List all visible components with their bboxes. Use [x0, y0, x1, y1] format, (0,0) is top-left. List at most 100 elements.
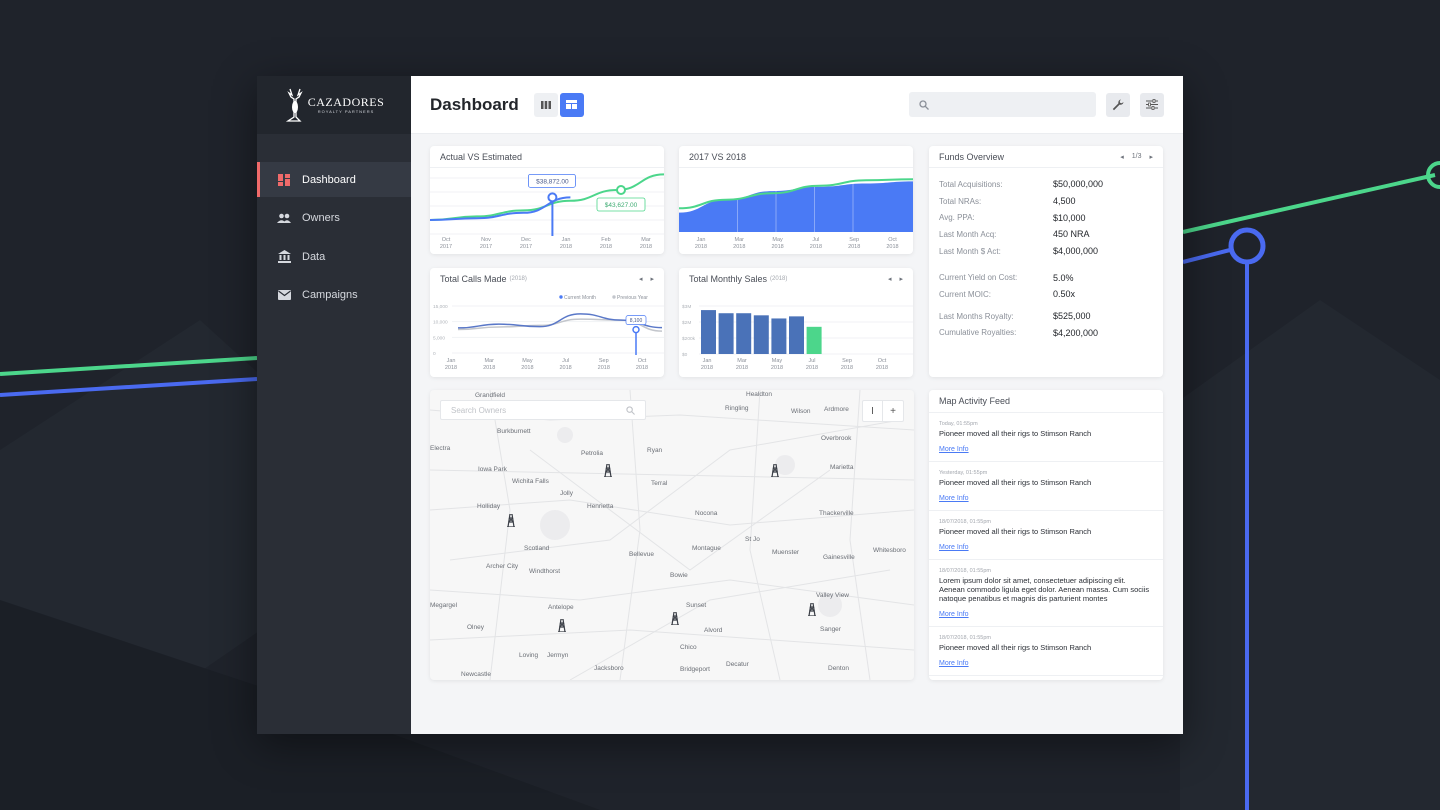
card-title: Actual VS Estimated [430, 146, 664, 168]
map-lake [818, 593, 842, 617]
x-tick-label: 2017 [440, 244, 452, 250]
more-info-link[interactable]: More Info [939, 611, 969, 618]
map-city-label: Newcastle [461, 671, 491, 678]
map-city-label: Bellevue [629, 551, 654, 558]
card-title: Map Activity Feed [929, 390, 1163, 413]
owner-search-field[interactable]: Search Owners [440, 400, 646, 420]
search-input[interactable] [935, 99, 1085, 110]
x-tick-label: May [772, 237, 783, 243]
funds-label: Total NRAs: [939, 196, 982, 206]
x-tick-label: 2018 [886, 244, 898, 250]
x-tick-label: Oct [442, 237, 451, 243]
actual-tooltip-text: $38,872.00 [536, 178, 569, 185]
sidebar-item-campaigns[interactable]: Campaigns [257, 278, 411, 313]
logo: CAZADORES ROYALTY PARTNERS [257, 76, 411, 134]
funds-value: $50,000,000 [1053, 179, 1104, 190]
sidebar-item-label: Dashboard [302, 173, 356, 186]
funds-row: Last Month $ Act: $4,000,000 [929, 243, 1163, 260]
zoom-in-button[interactable]: + [890, 405, 896, 417]
oil-rig-icon[interactable] [557, 618, 567, 635]
feed-item: 18/07/2018, 01:55pm Pioneer moved all th… [929, 511, 1163, 560]
map-city-label: Bridgeport [680, 666, 710, 673]
more-info-link[interactable]: More Info [939, 446, 969, 453]
map-road [619, 390, 641, 680]
x-tick-label: Jul [808, 358, 815, 364]
funds-value: 0.50x [1053, 289, 1076, 300]
map-road [430, 469, 914, 481]
x-tick-label: Mar [641, 237, 651, 243]
oil-rig-icon[interactable] [603, 463, 613, 480]
next-icon[interactable]: ▸ [650, 276, 654, 283]
sidebar-item-dashboard[interactable]: Dashboard [257, 162, 411, 197]
funds-label: Last Month Acq: [939, 229, 997, 239]
map-card[interactable]: Grandfield Healdton Ringling Wilson Ardmore B… [430, 390, 914, 680]
oil-rig-icon[interactable] [670, 611, 680, 628]
next-icon[interactable]: ▸ [899, 276, 903, 283]
x-tick-label: 2018 [733, 244, 745, 250]
feed-item: 18/07/2018, 01:55pm Pioneer moved all th… [929, 627, 1163, 676]
map-city-label: Holliday [477, 503, 501, 510]
filters-button[interactable] [1140, 92, 1164, 117]
sidebar-item-data[interactable]: Data [257, 239, 411, 274]
y-tick-label: 15,000 [433, 304, 448, 310]
search-box[interactable] [909, 92, 1096, 117]
x-tick-label: 2018 [640, 244, 652, 250]
prev-page-icon[interactable]: ◂ [1120, 153, 1124, 161]
x-tick-label: Oct [888, 237, 897, 243]
map-road [430, 499, 914, 526]
map-city-label: Ringling [725, 405, 749, 412]
actual-line [430, 196, 571, 221]
map-city-label: Henrietta [587, 503, 614, 510]
funds-group-yield: Current Yield on Cost: 5.0% Current MOIC: 0… [929, 269, 1163, 302]
y-tick-label: 5,000 [433, 335, 445, 341]
map-city-label: Ryan [647, 447, 663, 454]
prev-icon[interactable]: ◂ [638, 276, 643, 283]
columns-view-button[interactable] [533, 92, 558, 117]
oil-rig-icon[interactable] [770, 463, 780, 480]
main-content: Dashboard Actual VS Estimate [411, 76, 1183, 734]
funds-value: 4,500 [1053, 196, 1076, 207]
x-tick-label: Jan [562, 237, 571, 243]
x-tick-label: May [522, 358, 533, 364]
more-info-link[interactable]: More Info [939, 660, 969, 667]
app-window: CAZADORES ROYALTY PARTNERS Dashboard Own… [257, 76, 1183, 734]
x-tick-label: 2018 [695, 244, 707, 250]
x-tick-label: 2018 [600, 244, 612, 250]
more-info-link[interactable]: More Info [939, 544, 969, 551]
calls-card: Total Calls Made (2018) ◂ ▸ Current Mont… [430, 268, 664, 377]
map-city-label: Nocona [695, 510, 718, 517]
sales-bar [718, 313, 734, 354]
estimated-marker [616, 185, 626, 195]
legend-current-label: Current Month [564, 295, 596, 301]
x-tick-label: 2018 [559, 365, 571, 371]
brand-name: CAZADORES [307, 95, 385, 109]
funds-value: $10,000 [1053, 212, 1086, 223]
map-city-label: Olney [467, 624, 484, 631]
feed-message: Lorem ipsum dolor sit amet, consectetuer… [939, 576, 1150, 603]
oil-rig-icon[interactable] [506, 513, 516, 530]
more-info-link[interactable]: More Info [939, 495, 969, 502]
grid-icon [566, 100, 578, 109]
y-tick-label: $2M [682, 320, 691, 326]
x-tick-label: 2018 [848, 244, 860, 250]
y-tick-label: $200k [682, 336, 696, 342]
funds-row: Cumulative Royalties: $4,200,000 [929, 325, 1163, 342]
oil-rig-icon[interactable] [807, 602, 817, 619]
sidebar-item-owners[interactable]: Owners [257, 201, 411, 236]
feed-message: Pioneer moved all their rigs to Stimson … [939, 643, 1092, 652]
next-page-icon[interactable]: ▸ [1149, 153, 1153, 161]
sales-bar [736, 313, 752, 354]
x-tick-label: 2018 [771, 365, 783, 371]
marker-tooltip [625, 315, 647, 325]
sales-bar [753, 315, 769, 354]
sidebar-nav: Dashboard Owners Data Campaigns [257, 162, 411, 316]
x-tick-label: 2018 [771, 244, 783, 250]
zoom-out-button[interactable]: I [863, 401, 883, 421]
card-subtitle: (2018) [509, 276, 527, 282]
funds-row: Total Acquisitions: $50,000,000 [929, 176, 1163, 193]
prev-icon[interactable]: ◂ [887, 276, 892, 283]
grid-view-button[interactable] [559, 92, 584, 117]
card-title: Funds Overview [939, 151, 1005, 162]
map-city-label: Scotland [524, 545, 550, 552]
settings-button[interactable] [1106, 92, 1130, 117]
